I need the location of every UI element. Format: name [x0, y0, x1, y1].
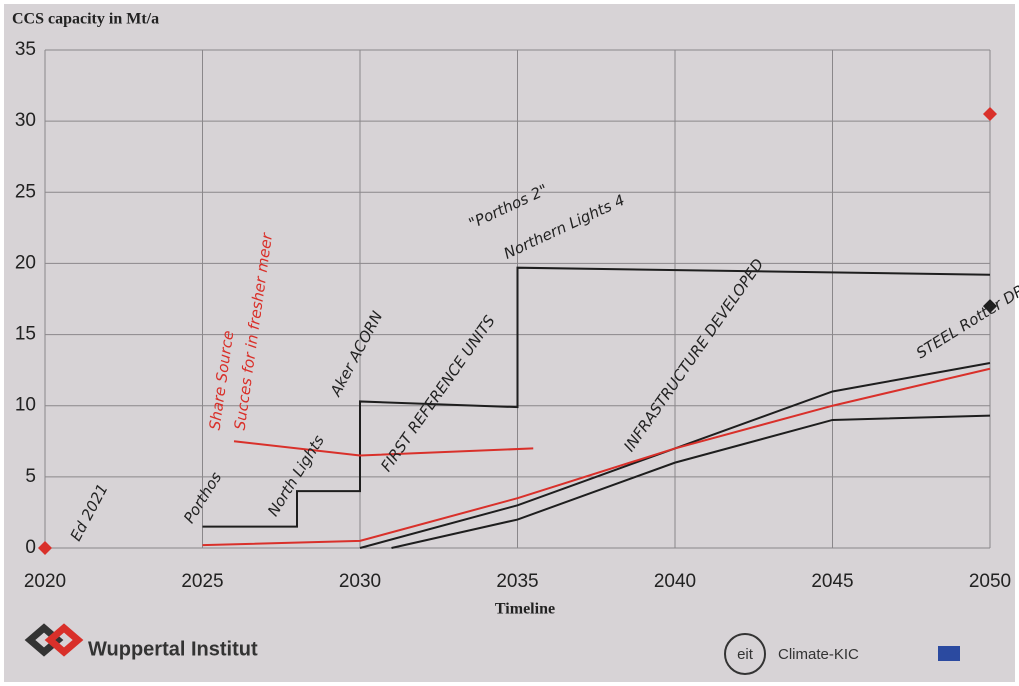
x-tick-label: 2040	[654, 571, 696, 592]
logo-text: Climate-KIC	[778, 646, 859, 663]
marker	[983, 299, 997, 314]
y-tick-label: 35	[15, 39, 36, 60]
y-tick-label: 25	[15, 181, 36, 202]
x-tick-label: 2035	[496, 571, 538, 592]
logo-mark	[44, 623, 84, 657]
logo-text: eit	[737, 646, 754, 663]
x-axis-label: Timeline	[495, 601, 555, 618]
x-tick-label: 2025	[181, 571, 223, 592]
y-tick-label: 0	[25, 537, 36, 558]
y-tick-label: 15	[15, 324, 36, 345]
x-tick-label: 2020	[24, 571, 66, 592]
x-tick-label: 2030	[339, 571, 381, 592]
y-tick-label: 10	[15, 395, 36, 416]
logo-mark	[24, 623, 64, 657]
logo-wuppertal: Wuppertal Institut	[24, 623, 258, 660]
y-tick-label: 20	[15, 252, 36, 273]
x-tick-label: 2050	[969, 571, 1011, 592]
paper	[4, 4, 1015, 682]
x-tick-label: 2045	[811, 571, 853, 592]
chart-title: CCS capacity in Mt/a	[12, 11, 159, 28]
data-line	[202, 367, 991, 547]
marker	[38, 541, 52, 555]
data-line	[233, 440, 534, 457]
logo-text: Wuppertal Institut	[88, 638, 258, 660]
data-line	[202, 266, 991, 528]
logo-ring	[724, 633, 766, 675]
marker	[983, 107, 997, 122]
y-tick-label: 5	[25, 466, 36, 487]
data-line	[391, 414, 991, 549]
y-tick-label: 30	[15, 110, 36, 131]
eu-flag	[938, 646, 960, 661]
